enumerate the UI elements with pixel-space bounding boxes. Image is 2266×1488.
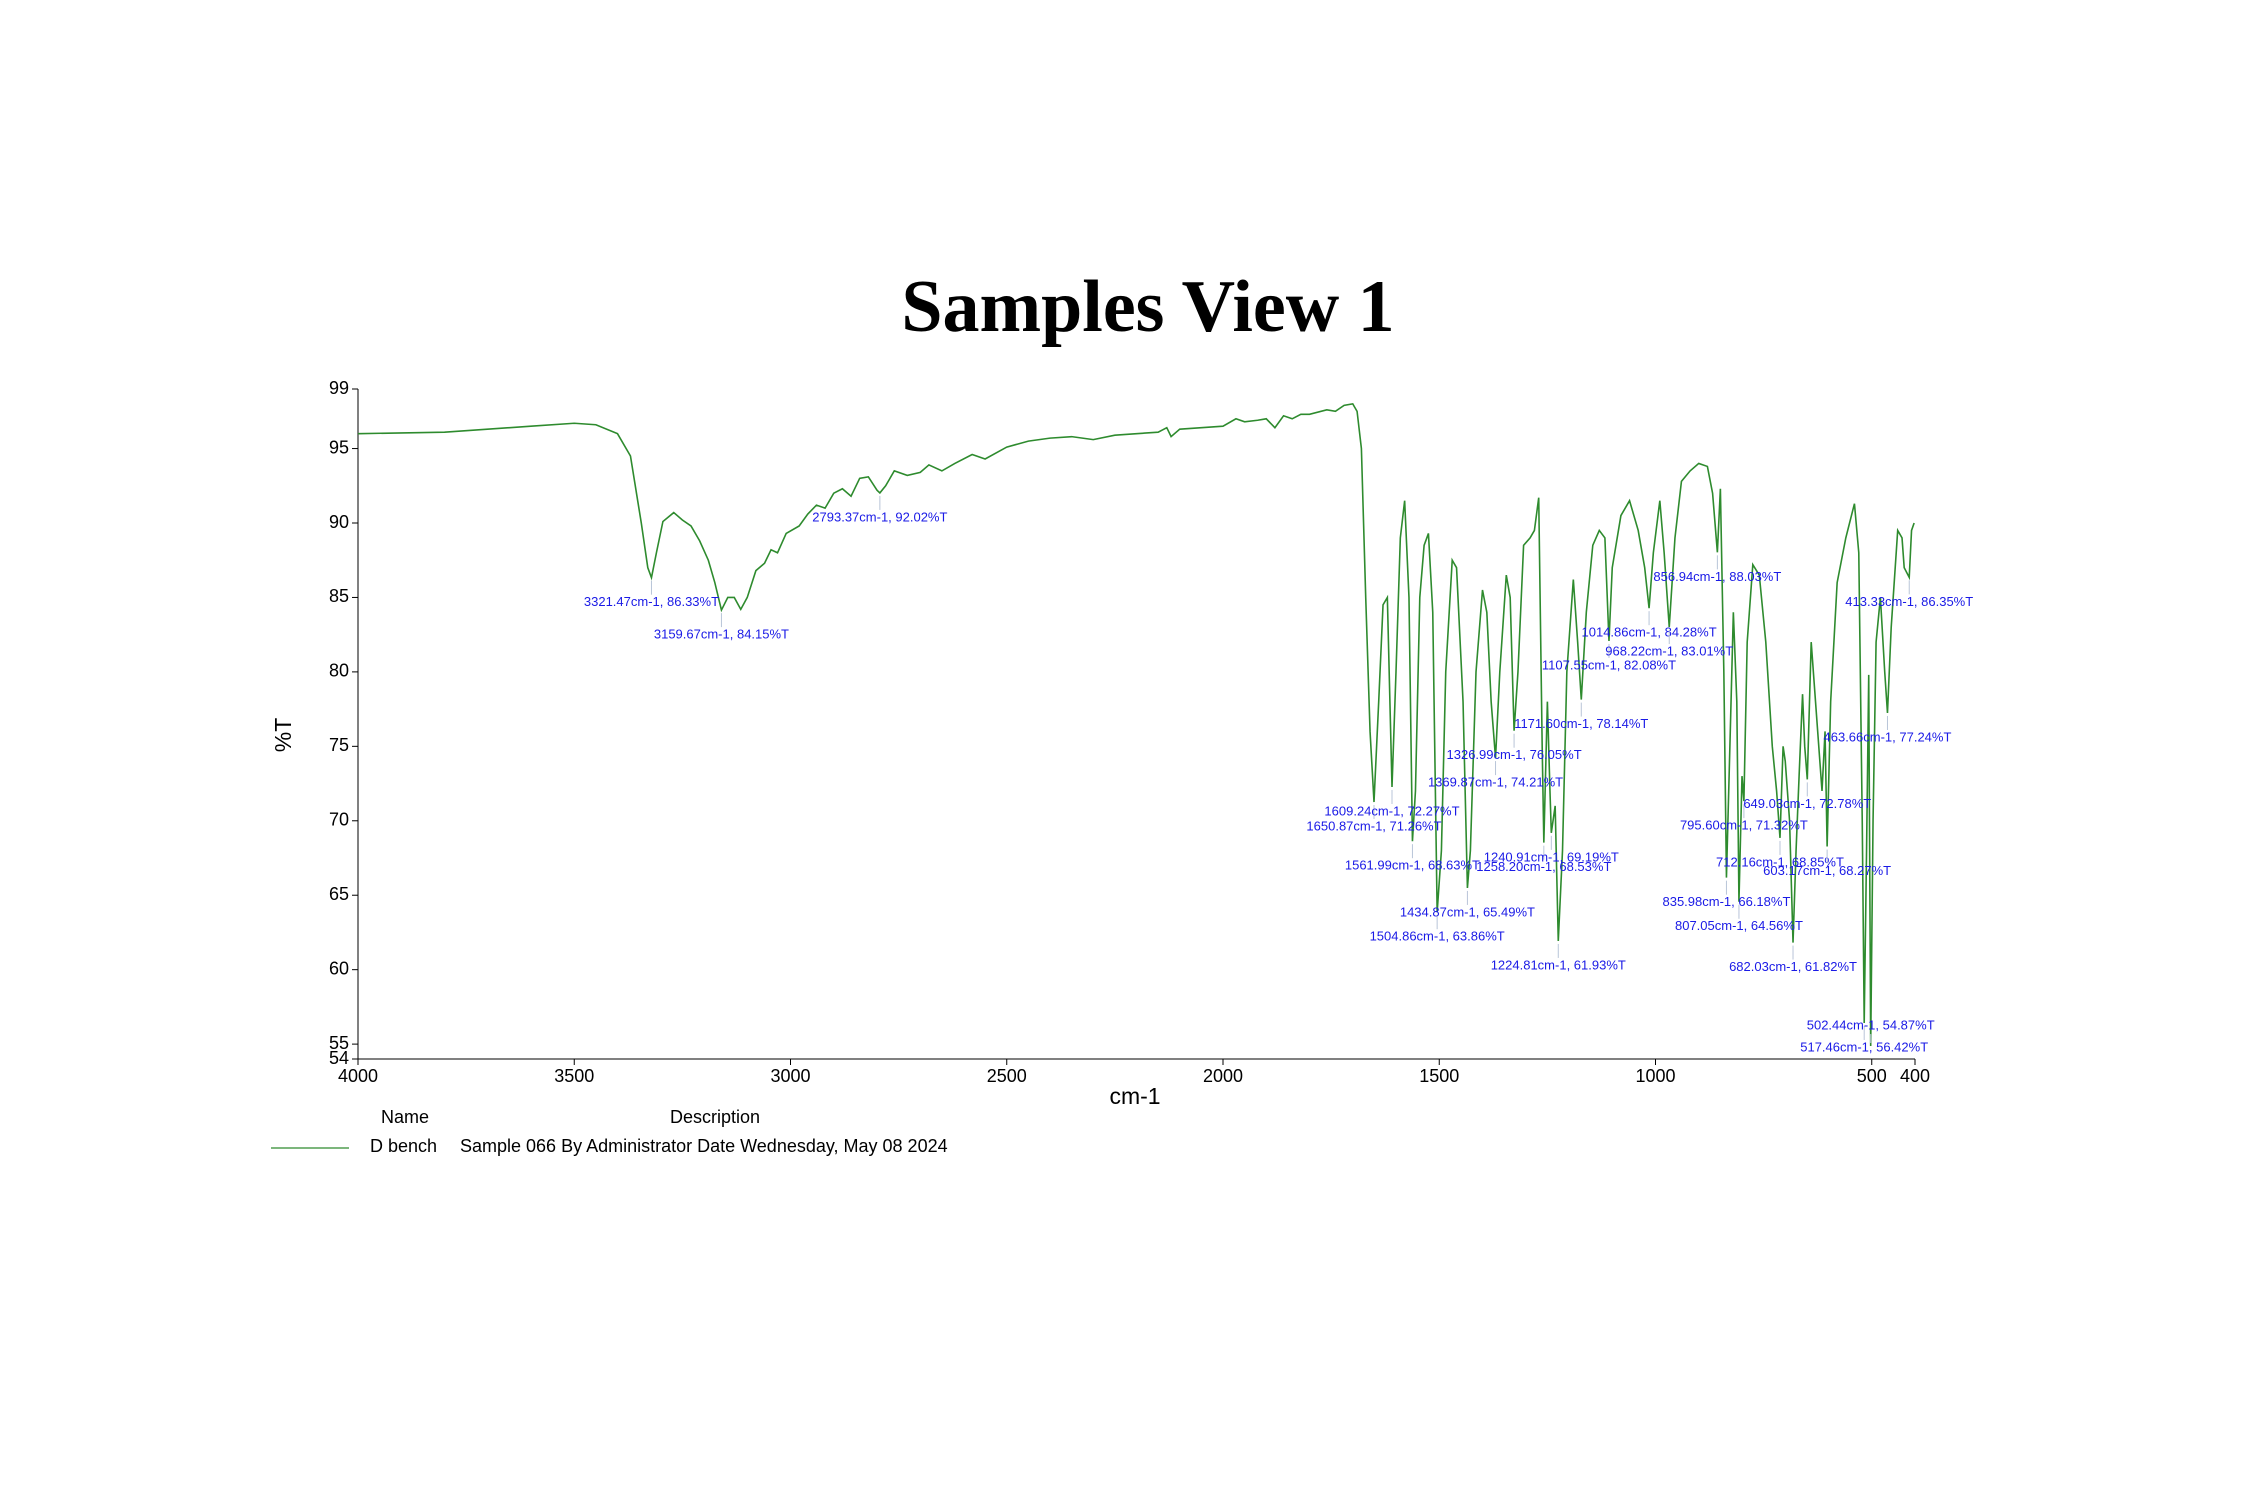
annotation-label: 856.94cm-1, 88.03%T bbox=[1653, 569, 1781, 584]
annotation-label: 649.03cm-1, 72.78%T bbox=[1743, 796, 1871, 811]
annotation-label: 1326.99cm-1, 76.05%T bbox=[1447, 747, 1582, 762]
x-tick-label: 4000 bbox=[338, 1066, 378, 1086]
y-tick-label: 80 bbox=[329, 661, 349, 681]
x-axis-label: cm-1 bbox=[1109, 1083, 1160, 1109]
annotation-label: 1434.87cm-1, 65.49%T bbox=[1400, 904, 1535, 919]
annotation-label: 968.22cm-1, 83.01%T bbox=[1605, 644, 1733, 659]
annotation-label: 1107.55cm-1, 82.08%T bbox=[1542, 657, 1676, 672]
chart-title: Samples View 1 bbox=[901, 266, 1394, 348]
annotation-label: 1504.86cm-1, 63.86%T bbox=[1370, 929, 1505, 944]
annotation-label: 682.03cm-1, 61.82%T bbox=[1729, 959, 1857, 974]
y-tick-label: 90 bbox=[329, 512, 349, 532]
annotation-label: 1258.20cm-1, 68.53%T bbox=[1476, 859, 1611, 874]
y-tick-label: 75 bbox=[329, 735, 349, 755]
spectrum-line bbox=[357, 403, 1915, 1047]
annotation-label: 1014.86cm-1, 84.28%T bbox=[1582, 625, 1717, 640]
x-tick-label: 2000 bbox=[1203, 1066, 1243, 1086]
annotation-label: 603.17cm-1, 68.27%T bbox=[1763, 863, 1891, 878]
annotation-label: 3159.67cm-1, 84.15%T bbox=[654, 627, 789, 642]
legend-description: Sample 066 By Administrator Date Wednesd… bbox=[460, 1136, 948, 1156]
annotation-label: 517.46cm-1, 56.42%T bbox=[1800, 1039, 1928, 1054]
legend-header: Description bbox=[670, 1107, 760, 1127]
x-tick-label: 400 bbox=[1900, 1066, 1930, 1086]
annotation-label: 1171.60cm-1, 78.14%T bbox=[1514, 716, 1648, 731]
legend-header: Name bbox=[381, 1107, 429, 1127]
y-tick-label: 99 bbox=[329, 378, 349, 398]
y-tick-label: 55 bbox=[329, 1033, 349, 1053]
x-tick-label: 3000 bbox=[770, 1066, 810, 1086]
x-tick-label: 500 bbox=[1857, 1066, 1887, 1086]
annotation-label: 795.60cm-1, 71.32%T bbox=[1680, 818, 1808, 833]
y-tick-label: 54 bbox=[329, 1048, 349, 1068]
annotation-label: 1561.99cm-1, 68.63%T bbox=[1345, 858, 1480, 873]
y-tick-label: 95 bbox=[329, 437, 349, 457]
annotation-label: 835.98cm-1, 66.18%T bbox=[1662, 894, 1790, 909]
x-tick-label: 2500 bbox=[987, 1066, 1027, 1086]
annotation-label: 1369.87cm-1, 74.21%T bbox=[1428, 775, 1563, 790]
annotation-label: 1224.81cm-1, 61.93%T bbox=[1491, 957, 1626, 972]
y-tick-label: 60 bbox=[329, 958, 349, 978]
y-tick-label: 70 bbox=[329, 810, 349, 830]
annotation-label: 2793.37cm-1, 92.02%T bbox=[812, 509, 947, 524]
annotation-label: 3321.47cm-1, 86.33%T bbox=[584, 594, 719, 609]
annotation-label: 502.44cm-1, 54.87%T bbox=[1807, 1017, 1935, 1032]
annotation-label: 807.05cm-1, 64.56%T bbox=[1675, 918, 1803, 933]
y-tick-label: 85 bbox=[329, 586, 349, 606]
y-tick-label: 65 bbox=[329, 884, 349, 904]
annotation-label: 413.33cm-1, 86.35%T bbox=[1845, 594, 1973, 609]
x-tick-label: 1000 bbox=[1635, 1066, 1675, 1086]
x-tick-label: 3500 bbox=[554, 1066, 594, 1086]
y-axis-label: %T bbox=[270, 718, 296, 753]
annotation-label: 1609.24cm-1, 72.27%T bbox=[1324, 803, 1459, 818]
annotation-label: 1240.91cm-1, 69.19%T bbox=[1484, 849, 1619, 864]
x-tick-label: 1500 bbox=[1419, 1066, 1459, 1086]
annotation-label: 712.16cm-1, 68.85%T bbox=[1716, 854, 1844, 869]
annotation-label: 463.66cm-1, 77.24%T bbox=[1824, 729, 1952, 744]
annotation-label: 1650.87cm-1, 71.26%T bbox=[1306, 818, 1441, 833]
legend-name: D bench bbox=[370, 1136, 437, 1156]
